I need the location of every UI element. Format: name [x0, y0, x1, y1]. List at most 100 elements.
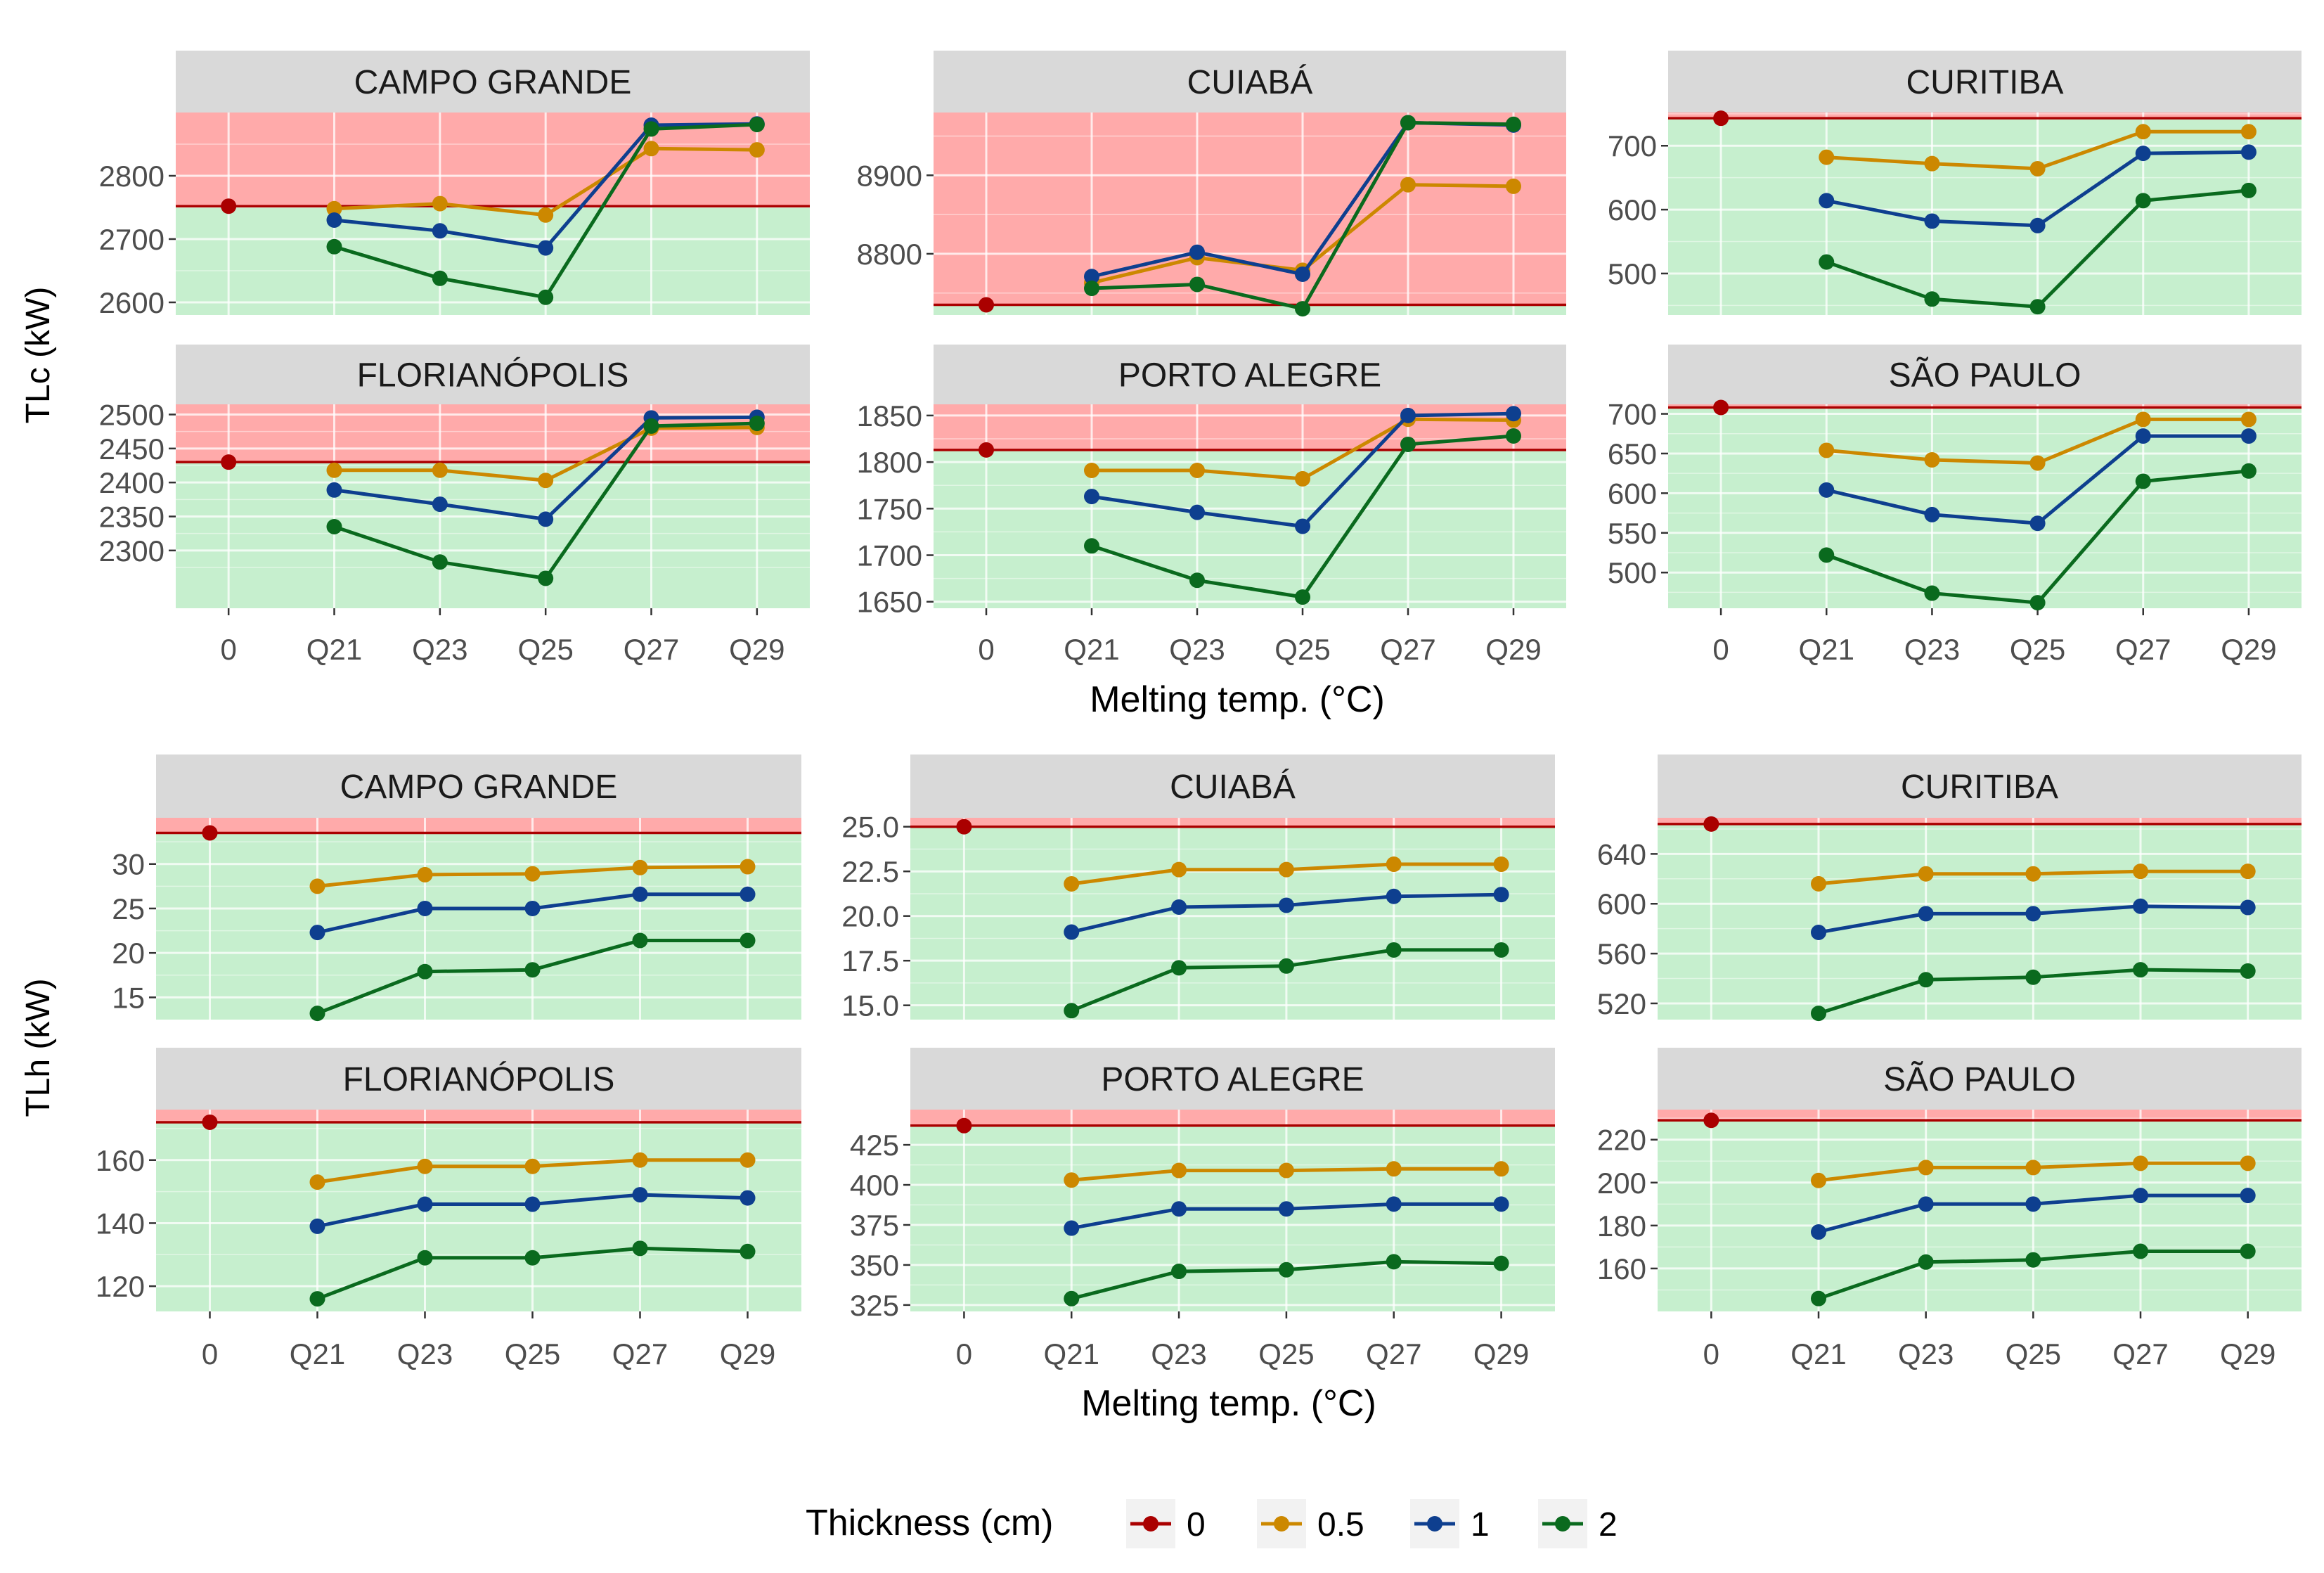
y-axis-label-tlc: TLc (kW): [20, 287, 57, 424]
grid-lines: [1668, 404, 2302, 608]
data-point: [1918, 1254, 1934, 1270]
y-tick-label: 325: [850, 1289, 899, 1322]
data-point: [1278, 1201, 1294, 1217]
data-point: [538, 473, 554, 489]
data-point: [538, 511, 554, 527]
y-tick-label: 400: [850, 1169, 899, 1202]
x-tick-label: Q25: [2006, 1337, 2061, 1370]
data-point: [1386, 942, 1402, 958]
series-thickness-2: [309, 1240, 756, 1307]
y-tick-label: 2350: [99, 501, 164, 534]
series-thickness-0: [1703, 816, 1719, 832]
panel-cuiaba: CUIABÁ 8800 8900: [857, 51, 1566, 317]
x-tick-label: Q27: [2115, 633, 2171, 666]
above-baseline-zone: [1658, 1110, 2302, 1121]
data-point: [1064, 1290, 1080, 1306]
data-point: [309, 1006, 325, 1022]
data-point: [1493, 1196, 1509, 1212]
data-point: [1295, 518, 1310, 534]
data-point: [1811, 875, 1826, 892]
series-thickness-0-5: [1819, 411, 2257, 471]
legend-key-point: [1427, 1516, 1442, 1532]
data-point: [1918, 906, 1934, 922]
data-point: [1493, 1161, 1509, 1177]
data-point: [1189, 572, 1205, 589]
x-tick-label: Q23: [1169, 633, 1225, 666]
panel-title: SÃO PAULO: [1889, 357, 2081, 394]
panel-campo-grande: CAMPO GRANDE 15 20 25 30: [112, 755, 801, 1022]
x-tick-label: Q21: [290, 1337, 345, 1370]
x-tick-label: 0: [956, 1337, 972, 1370]
data-point: [632, 886, 648, 902]
panel-sao-paulo: SÃO PAULO 500 550 600 650 700 0 Q21 Q23 Q25 Q27 Q29: [1608, 345, 2302, 666]
y-tick-label: 20: [112, 937, 145, 970]
series-thickness-0: [956, 1117, 972, 1134]
data-point: [643, 121, 659, 137]
data-point: [1493, 1255, 1509, 1271]
data-point: [2240, 463, 2257, 479]
data-point: [1713, 399, 1729, 416]
data-point: [1924, 451, 1940, 468]
below-baseline-zone: [1658, 823, 2302, 1020]
series-thickness-0: [1713, 399, 1729, 416]
data-point: [2240, 428, 2257, 444]
data-point: [749, 117, 765, 133]
legend-item-1: 1: [1410, 1499, 1490, 1548]
data-point: [632, 1187, 648, 1203]
series-thickness-1: [309, 886, 756, 941]
series-thickness-0-5: [1064, 856, 1509, 892]
data-point: [1064, 1220, 1080, 1236]
data-point: [417, 866, 433, 882]
series-thickness-2: [326, 416, 765, 586]
x-tick-label: Q27: [612, 1337, 668, 1370]
data-point: [417, 1196, 433, 1212]
x-tick-label: Q25: [1274, 633, 1330, 666]
data-point: [202, 1114, 218, 1130]
data-point: [2133, 962, 2148, 978]
panel-florianopolis: FLORIANÓPOLIS 120 140 160 0 Q21 Q23 Q25 Q27 Q29: [96, 1048, 801, 1370]
data-point: [309, 878, 325, 894]
data-point: [432, 223, 448, 239]
y-tick-label: 1750: [857, 492, 922, 525]
data-point: [2029, 595, 2046, 611]
data-point: [2133, 863, 2148, 880]
series-thickness-0-5: [1811, 1155, 2256, 1188]
above-baseline-zone: [910, 1110, 1555, 1126]
y-tick-label: 500: [1608, 257, 1657, 290]
x-tick-label: Q25: [517, 633, 573, 666]
x-tick-label: 0: [202, 1337, 218, 1370]
panel-strip: [176, 51, 810, 113]
legend-key-point: [1143, 1516, 1158, 1532]
panel-porto-alegre: PORTO ALEGRE 1650 1700 1750 1800 1850 0 Q21 Q23 Q…: [857, 345, 1566, 666]
y-tick-label: 600: [1608, 477, 1657, 510]
data-point: [1189, 504, 1205, 520]
grid-lines: [156, 1110, 801, 1311]
series-thickness-2: [1064, 1254, 1509, 1306]
series-thickness-0: [1703, 1112, 1719, 1129]
data-point: [1713, 110, 1729, 127]
panel-title: FLORIANÓPOLIS: [343, 1060, 615, 1098]
y-tick-label: 8800: [857, 238, 922, 271]
panel-strip: [910, 755, 1555, 818]
series-thickness-0-5: [309, 859, 756, 894]
x-tick-label: Q27: [1380, 633, 1435, 666]
series-thickness-0: [979, 442, 994, 458]
y-tick-label: 25.0: [841, 811, 899, 844]
data-point: [2133, 1243, 2148, 1259]
data-point: [524, 1158, 541, 1174]
series-thickness-1: [309, 1187, 756, 1234]
data-point: [1506, 428, 1521, 444]
y-tick-label: 520: [1597, 987, 1646, 1020]
series-thickness-0: [202, 825, 218, 841]
series-thickness-2: [326, 117, 765, 305]
above-baseline-zone: [1658, 818, 2302, 824]
y-tick-label: 1650: [857, 586, 922, 619]
legend-item-0: 0: [1126, 1499, 1206, 1548]
data-point: [2025, 906, 2041, 922]
below-baseline-zone: [156, 833, 801, 1020]
y-tick-label: 2400: [99, 466, 164, 499]
data-point: [1811, 924, 1826, 940]
data-point: [1819, 547, 1835, 563]
below-baseline-zone: [1668, 118, 2302, 316]
